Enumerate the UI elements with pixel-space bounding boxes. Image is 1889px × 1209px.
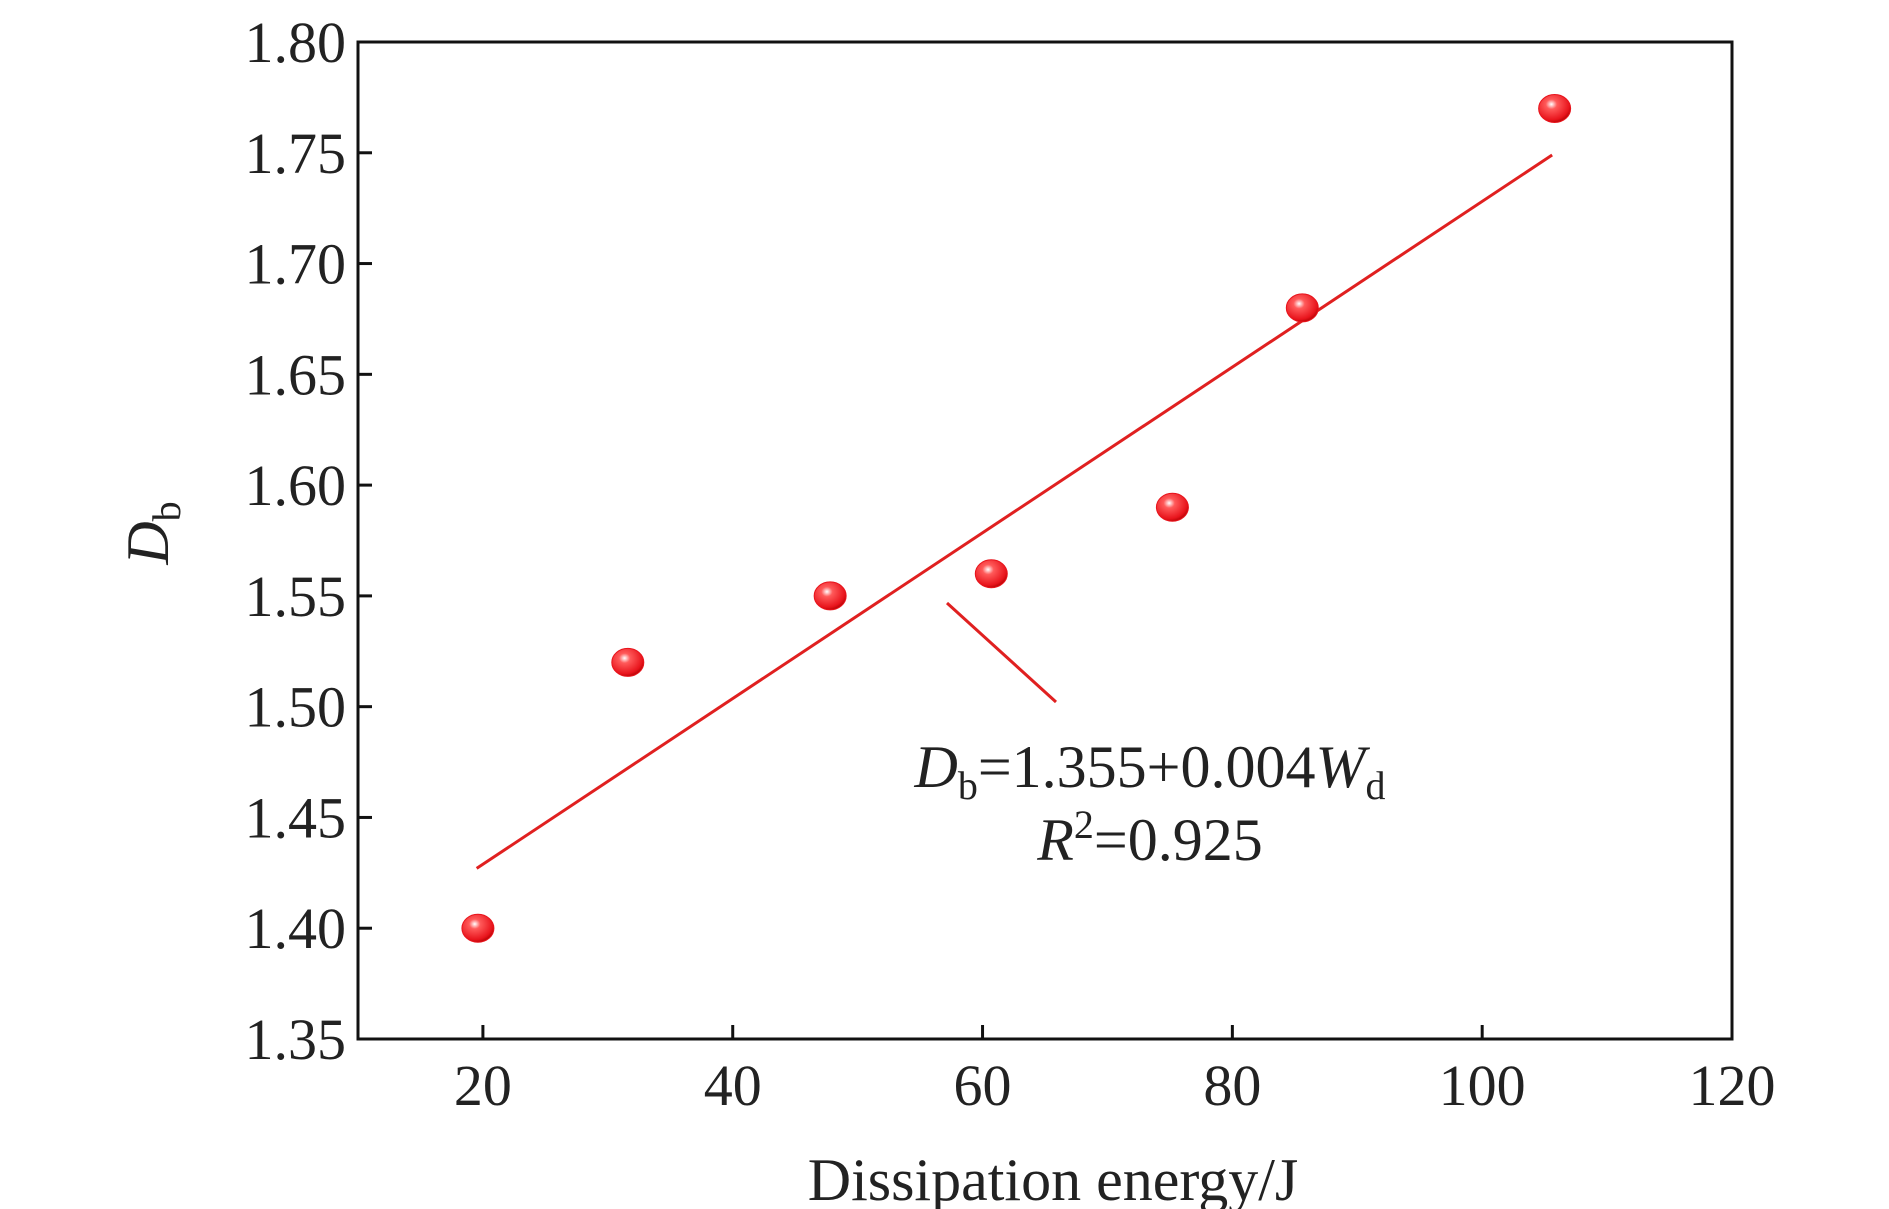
y-tick-label: 1.65 [245, 342, 347, 407]
point [974, 559, 1008, 589]
eq-body: =1.355+0.004 [978, 734, 1316, 800]
y-tick-label: 1.50 [245, 675, 347, 740]
x-tick-label: 120 [1689, 1053, 1776, 1118]
point [813, 581, 847, 611]
y-tick-label: 1.40 [245, 896, 347, 961]
y-tick-label: 1.75 [245, 121, 347, 186]
y-tick-label: 1.55 [245, 564, 347, 629]
r-squared: R2=0.925 [1036, 802, 1263, 873]
r2-body: =0.925 [1094, 807, 1263, 873]
eq-w: W [1316, 734, 1371, 800]
x-tick-label: 40 [704, 1053, 762, 1118]
x-tick-label: 80 [1203, 1053, 1261, 1118]
y-axis-title: Db [115, 501, 189, 565]
y-tick-label: 1.70 [245, 232, 347, 297]
y-axis-title-main: D [115, 521, 181, 565]
r2-sup: 2 [1074, 802, 1094, 847]
point [1538, 93, 1572, 123]
eq-d: D [913, 734, 957, 800]
eq-d-sub: b [958, 763, 978, 808]
fit-line [475, 153, 1553, 870]
y-tick-label: 1.45 [245, 785, 347, 850]
point [611, 647, 645, 677]
y-tick-label: 1.60 [245, 453, 347, 518]
x-tick-label: 100 [1439, 1053, 1526, 1118]
point [1155, 492, 1189, 522]
y-tick-label: 1.35 [245, 1007, 347, 1072]
point [461, 913, 495, 943]
x-axis-title: Dissipation energy/J [808, 1147, 1299, 1209]
eq-w-sub: d [1366, 763, 1386, 808]
equation: Db=1.355+0.004Wd [913, 734, 1385, 808]
x-tick-label: 20 [454, 1053, 512, 1118]
r2-r: R [1036, 807, 1074, 873]
x-tick-label: 60 [954, 1053, 1012, 1118]
annotation-leader [945, 601, 1058, 704]
point [1285, 293, 1319, 323]
y-tick-label: 1.80 [245, 10, 347, 75]
plot-frame [356, 40, 1734, 1041]
y-axis-title-sub: b [144, 501, 189, 521]
